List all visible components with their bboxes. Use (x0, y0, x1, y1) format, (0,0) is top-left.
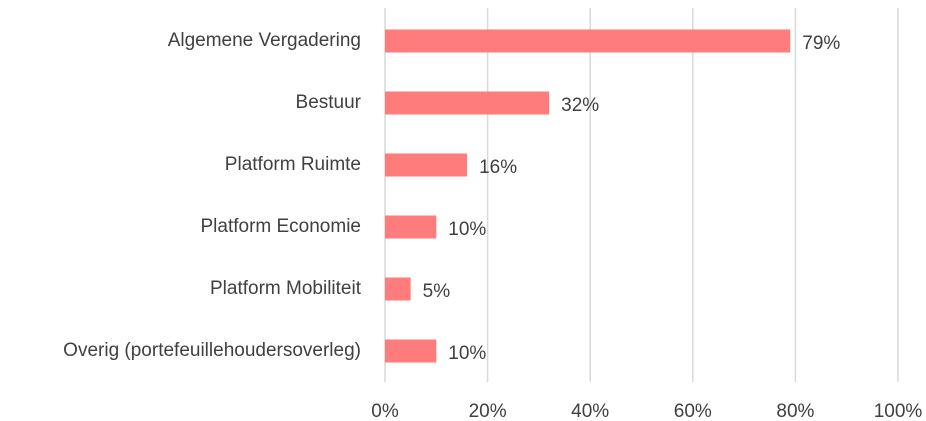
data-label: 79% (802, 33, 840, 54)
x-tick-label: 0% (371, 401, 399, 421)
y-tick-label: Platform Mobiliteit (210, 278, 362, 299)
data-label: 10% (448, 343, 486, 364)
x-tick-label: 60% (674, 401, 712, 421)
bar (385, 339, 437, 363)
data-label: 32% (561, 95, 599, 116)
data-label: 5% (423, 281, 451, 302)
x-tick-label: 40% (571, 401, 609, 421)
y-tick-label: Bestuur (296, 92, 362, 113)
bar (385, 277, 411, 301)
bar (385, 215, 437, 239)
x-tick-label: 20% (469, 401, 507, 421)
y-tick-label: Overig (portefeuillehoudersoverleg) (63, 340, 361, 361)
x-tick-label: 80% (776, 401, 814, 421)
data-label: 10% (448, 219, 486, 240)
y-tick-label: Platform Ruimte (225, 154, 361, 175)
bar (385, 29, 791, 53)
x-tick-label: 100% (874, 401, 923, 421)
bar (385, 153, 468, 177)
bar (385, 91, 550, 115)
y-tick-label: Algemene Vergadering (168, 30, 361, 51)
y-tick-label: Platform Economie (200, 216, 361, 237)
data-label: 16% (479, 157, 517, 178)
